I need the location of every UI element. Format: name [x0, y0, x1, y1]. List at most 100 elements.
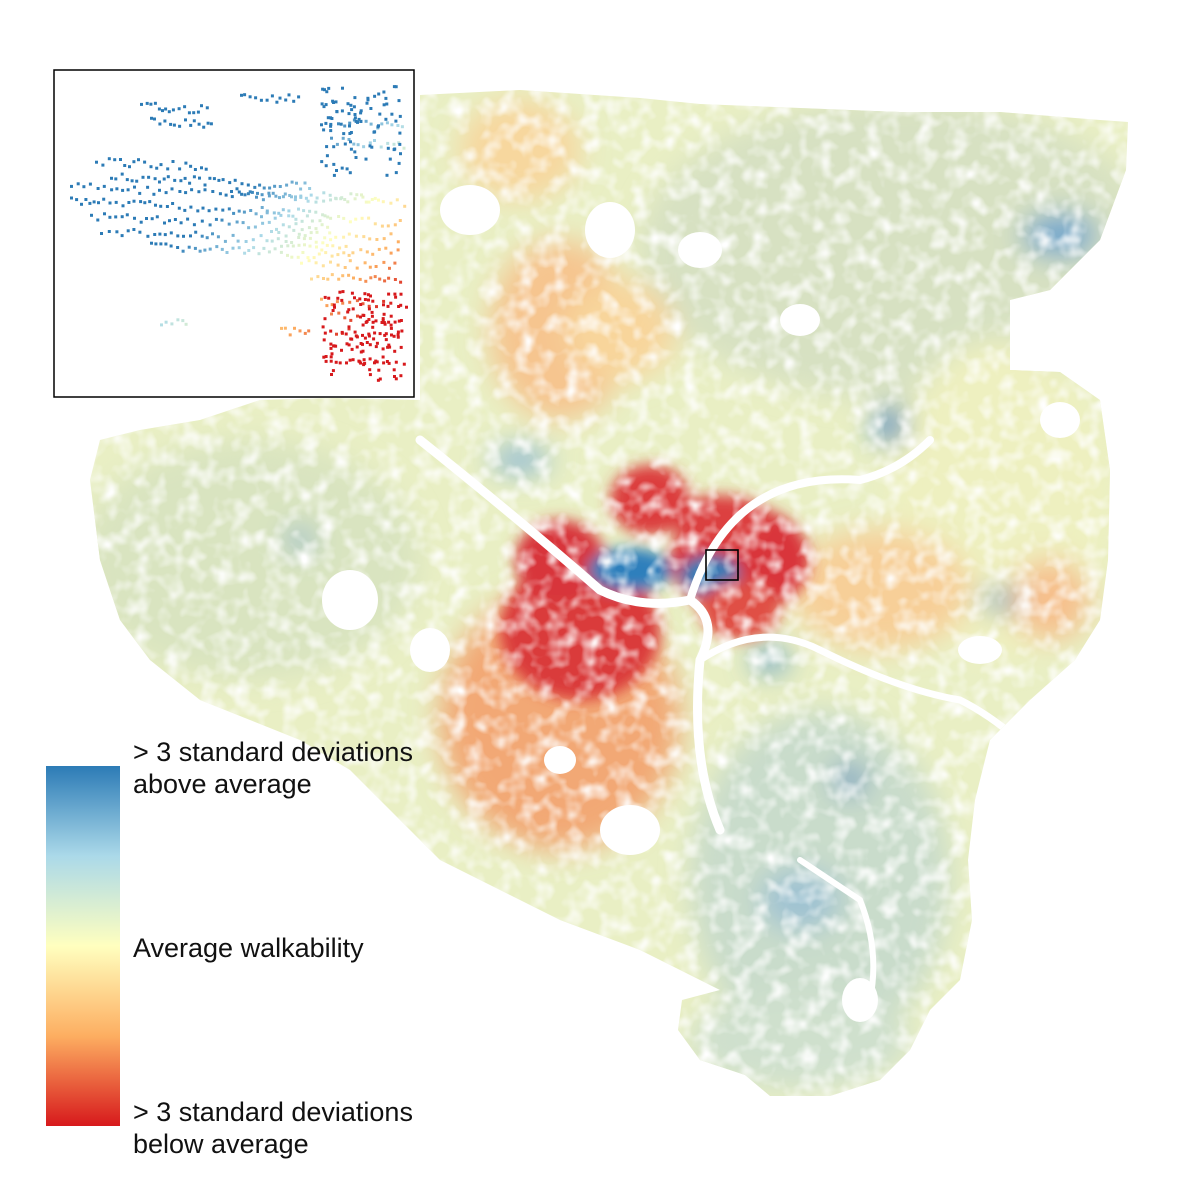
inset-parcel — [378, 332, 382, 336]
inset-parcel — [273, 184, 277, 188]
inset-parcel — [346, 200, 350, 204]
inset-parcel — [364, 320, 368, 324]
inset-parcel — [310, 219, 314, 223]
inset-parcel — [365, 101, 369, 105]
inset-parcel — [189, 164, 193, 168]
inset-parcel — [397, 161, 401, 165]
inset-parcel — [349, 103, 353, 107]
inset-parcel — [283, 192, 287, 196]
inset-parcel — [308, 236, 312, 240]
inset-parcel — [322, 105, 326, 109]
inset-parcel — [302, 237, 306, 241]
inset-parcel — [339, 122, 343, 126]
inset-parcel — [278, 185, 282, 188]
inset-parcel — [173, 178, 177, 182]
inset-parcel — [212, 177, 216, 181]
inset-parcel — [393, 320, 397, 324]
inset-parcel — [167, 110, 171, 114]
inset-parcel — [294, 217, 298, 221]
inset-parcel — [320, 123, 323, 127]
inset-parcel — [155, 166, 159, 170]
inset-parcel — [171, 202, 175, 205]
inset-parcel — [189, 205, 193, 209]
inset-parcel — [394, 85, 398, 89]
inset-parcel — [192, 119, 196, 123]
inset-parcel — [382, 260, 386, 264]
inset-parcel — [334, 235, 338, 239]
inset-parcel — [163, 221, 166, 225]
inset-parcel — [389, 251, 393, 255]
inset-parcel — [307, 329, 311, 333]
inset-parcel — [287, 225, 291, 229]
inset-parcel — [371, 252, 375, 256]
inset-parcel — [361, 302, 365, 306]
inset-parcel — [297, 243, 301, 247]
inset-parcel — [363, 292, 367, 296]
inset-parcel — [347, 112, 351, 116]
inset-parcel — [84, 198, 88, 201]
inset-parcel — [397, 319, 401, 323]
inset-parcel — [200, 104, 203, 108]
legend-high-line2: above average — [133, 769, 312, 799]
inset-parcel — [303, 181, 307, 185]
inset-parcel — [243, 93, 247, 97]
inset-parcel — [332, 173, 336, 177]
inset-parcel — [246, 183, 250, 187]
inset-parcel — [395, 198, 399, 202]
inset-parcel — [326, 277, 330, 281]
inset-parcel — [207, 209, 211, 213]
inset-parcel — [373, 275, 377, 279]
inset-parcel — [286, 253, 289, 257]
inset-parcel — [164, 191, 168, 195]
inset-parcel — [343, 266, 347, 269]
inset-parcel — [359, 303, 363, 306]
inset-parcel — [353, 113, 357, 116]
inset-parcel — [330, 273, 334, 277]
inset-parcel — [353, 197, 357, 201]
inset-parcel — [335, 332, 338, 336]
inset-parcel — [196, 110, 200, 114]
inset-parcel — [358, 277, 362, 281]
inset-parcel — [253, 185, 257, 189]
inset-parcel — [257, 252, 261, 256]
inset-parcel — [121, 204, 125, 208]
inset-parcel — [387, 320, 391, 324]
inset-parcel — [348, 124, 351, 128]
inset-parcel — [208, 223, 212, 227]
inset-parcel — [367, 298, 370, 302]
inset-parcel — [370, 145, 374, 149]
inset-parcel — [159, 204, 163, 208]
inset-parcel — [88, 201, 92, 205]
inset-parcel — [381, 319, 385, 323]
inset-parcel — [361, 349, 365, 353]
inset-parcel — [399, 152, 402, 156]
inset-parcel — [196, 209, 200, 213]
inset-parcel — [184, 161, 188, 165]
inset-parcel — [349, 147, 353, 151]
inset-parcel — [278, 196, 281, 200]
inset-parcel — [371, 320, 375, 324]
inset-parcel — [358, 360, 362, 364]
inset-parcel — [382, 237, 386, 241]
inset-parcel — [258, 183, 262, 187]
inset-parcel — [198, 176, 201, 180]
legend-label-high: > 3 standard deviations above average — [133, 736, 413, 800]
inset-parcel — [183, 105, 187, 109]
inset-parcel — [274, 194, 278, 198]
inset-parcel — [394, 119, 398, 123]
inset-parcel — [329, 355, 333, 359]
inset-parcel — [143, 201, 147, 205]
inset-parcel — [153, 101, 157, 105]
inset-parcel — [390, 123, 394, 127]
inset-parcel — [352, 142, 356, 146]
inset-parcel — [378, 112, 382, 116]
inset-parcel — [248, 95, 252, 99]
inset-parcel — [188, 181, 192, 185]
inset-parcel — [389, 323, 393, 327]
inset-parcel — [279, 250, 283, 254]
inset-parcel — [279, 213, 283, 217]
inset-parcel — [343, 198, 347, 201]
inset-parcel — [332, 303, 336, 307]
inset-parcel — [307, 226, 311, 230]
inset-parcel — [354, 234, 358, 238]
